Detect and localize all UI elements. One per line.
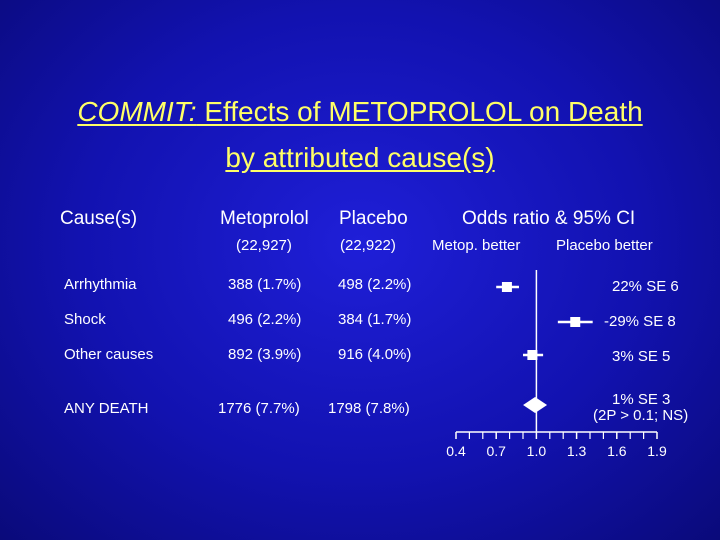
header-placebo: Placebo: [339, 208, 408, 229]
row-metoprolol: 892 (3.9%): [228, 346, 302, 363]
row-stat: 3% SE 5: [612, 348, 671, 365]
page-title: COMMIT: Effects of METOPROLOL on Death: [0, 96, 720, 128]
x-tick-label: 1.0: [527, 443, 547, 459]
row-metoprolol: 388 (1.7%): [228, 276, 302, 293]
estimate-square: [501, 282, 512, 292]
x-tick-label: 0.7: [486, 443, 506, 459]
x-tick-label: 0.4: [446, 443, 466, 459]
row-stat-line1: 1% SE 3: [612, 391, 671, 408]
placebo-n: (22,922): [340, 237, 396, 254]
placebo-better-label: Placebo better: [556, 237, 653, 254]
metop-better-label: Metop. better: [432, 237, 521, 254]
row-cause: Arrhythmia: [64, 276, 137, 293]
header-cause: Cause(s): [60, 208, 138, 229]
page-subtitle: by attributed cause(s): [225, 142, 495, 173]
row-placebo: 384 (1.7%): [338, 311, 412, 328]
row-cause: Shock: [64, 311, 106, 328]
row-metoprolol: 1776 (7.7%): [218, 400, 300, 417]
row-placebo: 916 (4.0%): [338, 346, 412, 363]
row-cause: Other causes: [64, 346, 154, 363]
x-tick-label: 1.6: [607, 443, 627, 459]
row-stat: -29% SE 8: [604, 313, 676, 330]
row-placebo: 1798 (7.8%): [328, 400, 410, 417]
row-stat: 22% SE 6: [612, 278, 679, 295]
estimate-diamond: [523, 397, 548, 413]
row-cause: ANY DEATH: [64, 400, 149, 417]
x-tick-label: 1.9: [647, 443, 667, 459]
estimate-square: [527, 350, 538, 360]
row-stat-line2: (2P > 0.1; NS): [593, 407, 689, 424]
title-prefix: COMMIT:: [77, 96, 197, 127]
header-metoprolol: Metoprolol: [220, 208, 309, 229]
estimate-square: [570, 317, 581, 327]
title-line1: Effects of METOPROLOL on Death: [196, 96, 643, 127]
row-placebo: 498 (2.2%): [338, 276, 412, 293]
metoprolol-n: (22,927): [236, 237, 292, 254]
header-odds-ratio: Odds ratio & 95% CI: [462, 208, 636, 229]
row-metoprolol: 496 (2.2%): [228, 311, 302, 328]
x-tick-label: 1.3: [567, 443, 587, 459]
